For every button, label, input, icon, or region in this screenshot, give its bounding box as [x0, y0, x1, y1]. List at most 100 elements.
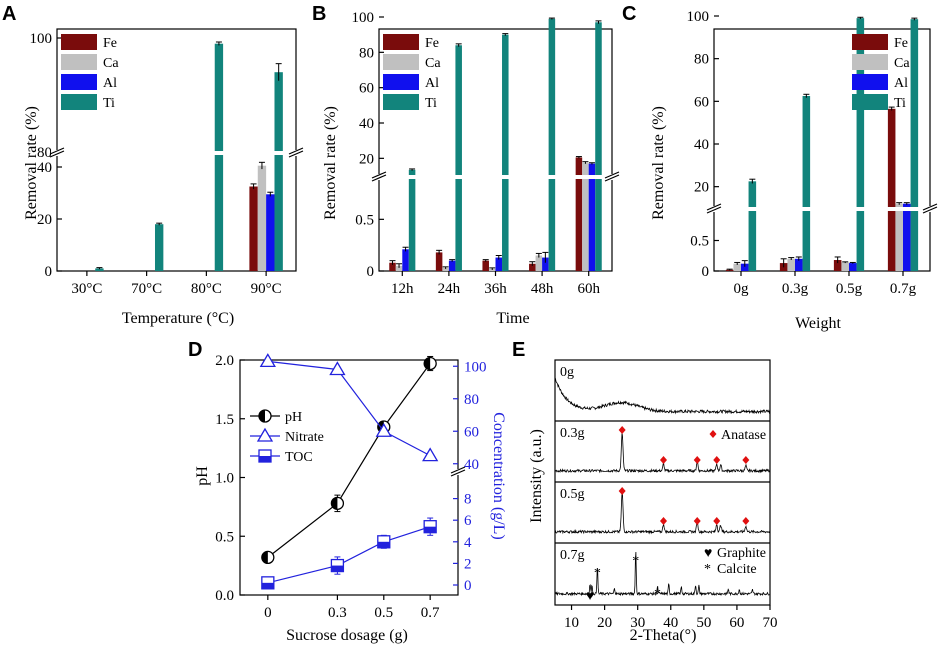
y-tick-label: 100 — [352, 10, 375, 26]
legend-label-ti: Ti — [894, 96, 906, 111]
bar-fe — [435, 252, 443, 271]
panel-label-c: C — [622, 3, 636, 25]
legend-label-fe: Fe — [894, 36, 908, 51]
y-tick-label: 80 — [694, 52, 709, 68]
nitrate-point — [329, 361, 346, 376]
axis-break-left-slash — [706, 206, 722, 214]
legend-marker-ph-fill — [259, 410, 265, 422]
bar-ti — [856, 18, 865, 272]
y-tick-label: 0.5 — [355, 212, 374, 228]
bar-al — [448, 260, 456, 271]
axis-break-left-slash — [371, 174, 387, 182]
x-tick-label: 0.3 — [328, 605, 347, 621]
toc-point-fill — [424, 526, 437, 533]
anatase-marker — [742, 456, 750, 464]
bar-ti — [502, 34, 509, 271]
y-tick-label: 40 — [37, 160, 52, 176]
ph-point-fill — [261, 551, 268, 564]
legend-swatch-al — [61, 74, 97, 90]
bar-ti — [455, 45, 462, 272]
y-tick-label: 60 — [694, 94, 709, 110]
legend-swatch-ca — [61, 54, 97, 70]
anatase-marker — [618, 426, 626, 434]
y-tick-label: 80 — [37, 145, 52, 161]
calcite-marker: * — [632, 554, 639, 569]
x-tick-label: 90°C — [251, 281, 282, 297]
legend-anatase-label: Anatase — [721, 428, 766, 443]
bar-al — [402, 249, 409, 271]
bar-ti — [408, 169, 416, 271]
chart-e: 10 20 30 40 50 60 700g0.3g0.5g0.7gAnatase♥***♥… — [554, 359, 778, 631]
chart-d: 0 0.3 0.5 0.7 0.0 0.5 1.0 1.5 2.0 0 2 4 6 8 40 60 80 100 p… — [215, 353, 486, 621]
x-tick-label: 48h — [531, 281, 554, 297]
axis-break-right-slash — [922, 206, 938, 214]
bar-ti — [802, 96, 811, 271]
xlabel-c: Weight — [795, 315, 841, 332]
axis-break-left-slash — [706, 203, 722, 211]
toc-point-fill — [261, 582, 274, 589]
ylabel2-d: Concentration (g/L) — [490, 412, 507, 540]
axis-break-right-slash — [604, 171, 620, 179]
bar-fe — [389, 262, 396, 271]
bar-ti — [274, 72, 283, 271]
series-line-ph — [267, 363, 431, 558]
bar-fe — [887, 108, 896, 271]
axis-break-right-gap — [924, 206, 936, 212]
legend-graphite-label: Graphite — [717, 546, 766, 561]
bar-al — [795, 258, 803, 271]
bar-ca — [395, 265, 403, 271]
bar-fe — [833, 260, 842, 271]
bar-ca — [257, 165, 267, 271]
legend-label-al: Al — [425, 76, 439, 91]
legend-label-al: Al — [894, 76, 908, 91]
anatase-marker — [693, 517, 701, 525]
series-line-nitrate — [267, 360, 431, 457]
x-tick-label: 0g — [734, 281, 750, 297]
bar-ti — [748, 181, 757, 271]
legend-label-ca: Ca — [103, 56, 119, 71]
bar-fe — [249, 186, 258, 271]
bar-al — [849, 263, 857, 271]
ylabel-e: Intensity (a.u.) — [528, 429, 545, 523]
bar-ti — [214, 43, 224, 272]
legend-marker-toc-fill — [259, 456, 271, 462]
legend-swatch-ti — [383, 94, 419, 110]
y2-tick-label: 2 — [464, 556, 472, 572]
legend-label-ca: Ca — [894, 56, 910, 71]
x-tick-label: 24h — [438, 281, 461, 297]
legend-swatch-ti — [61, 94, 97, 110]
y-tick-label: 40 — [694, 137, 709, 153]
x-tick-label: 30 — [630, 615, 645, 631]
legend-label-ca: Ca — [425, 56, 441, 71]
bar-al — [903, 203, 911, 271]
legend-label-ti: Ti — [425, 96, 437, 111]
bar-al — [741, 263, 749, 271]
bar-ca — [895, 203, 903, 271]
bar-ti — [595, 22, 602, 271]
xlabel-a: Temperature (°C) — [122, 310, 234, 327]
x-tick-label: 0.7 — [421, 605, 440, 621]
bar-ti — [154, 224, 164, 271]
y-tick-label: 0.0 — [215, 588, 234, 604]
x-tick-label: 40 — [663, 615, 678, 631]
bar-ca — [841, 262, 849, 271]
axis-break-right-slash — [288, 147, 304, 155]
legend-swatch-al — [383, 74, 419, 90]
y-tick-label: 0.5 — [690, 234, 709, 250]
axis-break-band — [58, 151, 295, 155]
nitrate-point — [375, 422, 392, 437]
chart-b: 12h 24h 36h 48h 60h 0 0.5 20 40 60 80 100 Fe Ca Al Ti — [352, 10, 620, 297]
nitrate-point — [259, 353, 276, 368]
y-tick-label: 1.0 — [215, 471, 234, 487]
xrd-pattern-0.5g — [554, 492, 771, 535]
axis-break-band — [380, 175, 611, 179]
y2-tick-label: 60 — [464, 424, 479, 440]
ylabel-d: pH — [194, 466, 211, 486]
legend-swatch-al — [852, 74, 888, 90]
toc-point-fill — [331, 565, 344, 572]
y-tick-label: 0 — [45, 264, 53, 280]
bar-ti — [910, 19, 919, 272]
legend-marker-nitrate — [256, 427, 274, 442]
anatase-marker — [693, 456, 701, 464]
